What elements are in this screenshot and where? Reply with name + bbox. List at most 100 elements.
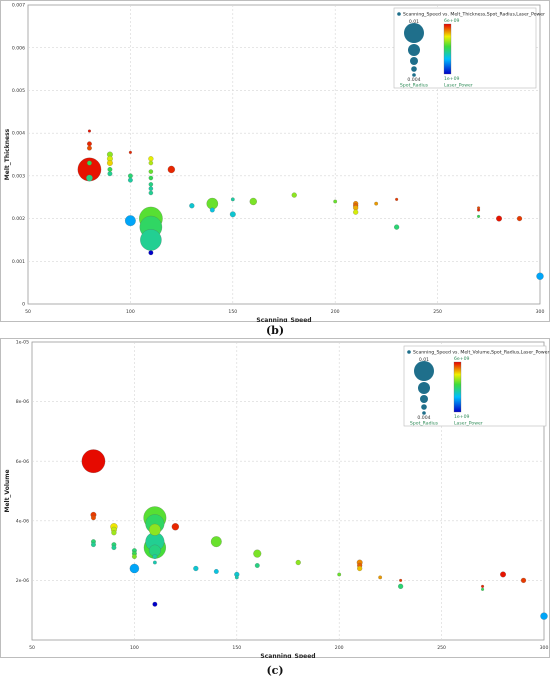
data-point xyxy=(148,190,154,196)
colorbar xyxy=(453,361,462,413)
caption-b: (b) xyxy=(265,324,285,337)
y-tick-label: 0.001 xyxy=(12,259,25,265)
y-tick-label: 6e-06 xyxy=(16,459,29,465)
x-tick-label: 300 xyxy=(540,645,549,651)
data-point xyxy=(152,601,158,607)
data-point xyxy=(333,199,338,204)
color-variable-label: Laser_Power xyxy=(444,83,473,89)
data-point xyxy=(140,229,162,251)
size-legend-bubble xyxy=(410,57,418,65)
data-point xyxy=(124,215,136,227)
legend-marker xyxy=(397,12,401,16)
data-point xyxy=(148,182,154,187)
data-point xyxy=(86,141,92,147)
data-point xyxy=(253,549,262,558)
data-point xyxy=(167,165,176,174)
legend-title: Scanning_Speed vs. Melt_Volume,Spot_Radi… xyxy=(413,350,549,356)
data-point xyxy=(148,250,154,256)
data-point xyxy=(516,215,523,222)
size-legend-bubble xyxy=(421,404,427,410)
data-point xyxy=(209,207,215,213)
melt-thickness-scatter-chart: 50 100 150 200 250 300 0 0.001 0.002 0.003 0.004 0.… xyxy=(0,0,550,322)
y-tick-label: 0.005 xyxy=(12,88,25,94)
caption-c: (c) xyxy=(266,664,284,677)
legend-title: Scanning_Speed vs. Melt_Thickness,Spot_R… xyxy=(403,12,545,18)
data-point xyxy=(106,160,113,167)
data-point xyxy=(213,568,219,574)
chart-panel-b: 50 100 150 200 250 300 0 0.001 0.002 0.003 0.004 0.… xyxy=(0,0,550,322)
y-axis-label: Melt_Thickness xyxy=(4,128,11,180)
size-legend-bubble xyxy=(422,411,426,415)
data-point xyxy=(111,530,117,536)
legend-marker xyxy=(407,350,411,354)
y-tick-label: 0 xyxy=(22,302,25,308)
data-point xyxy=(337,572,342,577)
data-point xyxy=(171,523,180,531)
data-point xyxy=(353,209,359,215)
y-tick-label: 0.006 xyxy=(12,45,25,51)
melt-volume-scatter-chart: 50 100 150 200 250 300 2e-06 4e-06 6e-06 8e-06 1e-… xyxy=(0,338,550,658)
size-max-label: 0.01 xyxy=(419,357,429,363)
data-point xyxy=(131,554,137,560)
x-tick-label: 250 xyxy=(433,309,442,315)
data-point xyxy=(480,587,485,591)
data-point xyxy=(87,129,92,133)
size-legend-bubble xyxy=(414,361,434,381)
chart-panel-c: 50 100 150 200 250 300 2e-06 4e-06 6e-06 8e-06 1e-… xyxy=(0,338,550,658)
data-point xyxy=(127,177,133,183)
colorbar xyxy=(443,23,452,75)
x-tick-label: 150 xyxy=(232,645,241,651)
data-point xyxy=(540,612,548,620)
y-tick-label: 0.007 xyxy=(12,3,25,9)
size-legend-bubble xyxy=(412,73,416,77)
plot-area xyxy=(31,341,545,641)
data-point xyxy=(193,565,199,572)
data-point xyxy=(480,584,485,588)
data-point xyxy=(395,197,399,201)
color-min-label: 1e+09 xyxy=(444,76,460,82)
data-point xyxy=(476,214,481,219)
x-tick-label: 200 xyxy=(331,309,340,315)
size-variable-label: Spot_Radius xyxy=(410,421,439,427)
y-axis-label: Melt_Volume xyxy=(4,469,11,512)
x-tick-label: 300 xyxy=(536,309,545,315)
data-point xyxy=(295,559,301,566)
data-point xyxy=(148,169,154,174)
data-point xyxy=(249,197,257,206)
legend: Scanning_Speed vs. Melt_Thickness,Spot_R… xyxy=(393,7,545,89)
x-tick-label: 200 xyxy=(335,645,344,651)
x-tick-label: 250 xyxy=(437,645,446,651)
legend-box xyxy=(393,7,537,89)
data-point xyxy=(148,160,154,166)
data-point xyxy=(399,578,403,582)
x-tick-label: 50 xyxy=(25,309,31,315)
color-variable-label: Laser_Power xyxy=(454,421,483,427)
data-point xyxy=(393,224,400,230)
data-point xyxy=(210,536,222,548)
data-point xyxy=(152,560,157,565)
color-min-label: 1e+09 xyxy=(454,414,470,420)
data-point xyxy=(86,160,92,166)
x-tick-label: 150 xyxy=(228,309,237,315)
data-point xyxy=(357,565,363,572)
size-legend-bubble xyxy=(408,44,420,56)
data-point xyxy=(90,542,96,548)
data-point xyxy=(148,523,161,536)
x-axis-label: Scanning_Speed xyxy=(260,653,315,658)
size-legend-bubble xyxy=(420,395,428,403)
size-min-label: 0.004 xyxy=(417,415,430,421)
y-tick-label: 0.004 xyxy=(12,131,25,137)
data-point xyxy=(152,554,158,560)
size-legend-bubble xyxy=(418,382,430,394)
y-tick-label: 0.002 xyxy=(12,216,25,222)
data-point xyxy=(397,583,404,590)
data-point xyxy=(81,449,106,474)
y-tick-label: 1e-05 xyxy=(16,340,29,346)
data-point xyxy=(128,150,132,154)
size-min-label: 0.004 xyxy=(407,77,420,83)
x-tick-label: 50 xyxy=(29,645,35,651)
y-tick-label: 0.003 xyxy=(12,173,25,179)
data-point xyxy=(476,208,481,212)
color-max-label: 6e+09 xyxy=(444,18,460,24)
data-point xyxy=(291,192,297,198)
